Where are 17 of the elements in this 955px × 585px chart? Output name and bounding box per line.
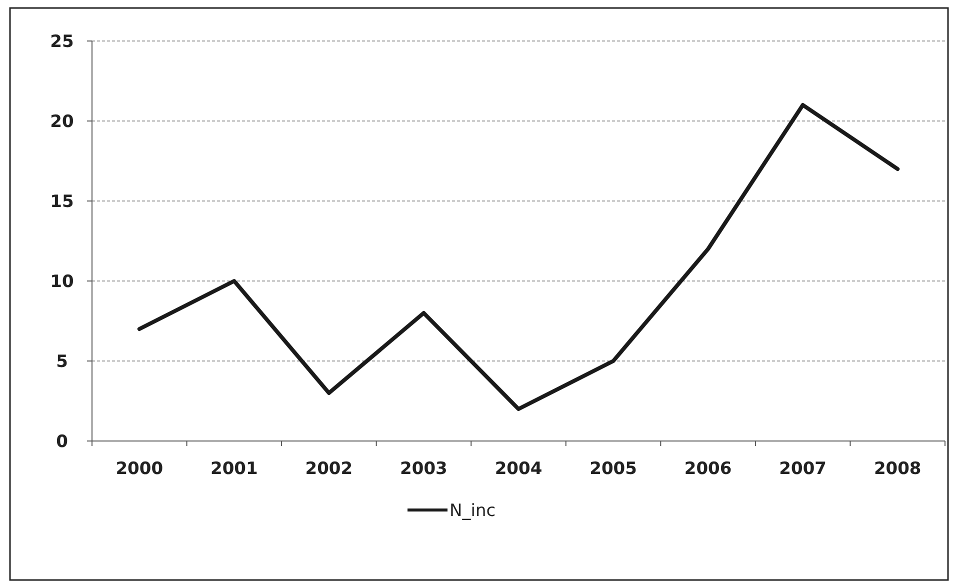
y-tick-label: 0 [56,432,68,452]
y-tick-label: 10 [50,272,74,292]
x-tick-label: 2008 [874,459,922,479]
legend-label: N_inc [450,500,496,521]
x-tick-label: 2003 [400,459,448,479]
y-tick-label: 25 [50,32,74,52]
x-tick-label: 2004 [494,459,542,479]
x-tick-label: 2007 [779,459,826,479]
x-tick-label: 2000 [116,459,164,479]
x-tick-label: 2005 [590,459,637,479]
y-tick-label: 5 [56,352,68,372]
x-tick-label: 2006 [684,459,732,479]
line-series [137,103,900,411]
y-tick-label: 20 [50,112,74,132]
x-tick-label: 2002 [305,459,353,479]
x-tick-label: 2001 [210,459,258,479]
y-tick-label: 15 [50,192,74,212]
